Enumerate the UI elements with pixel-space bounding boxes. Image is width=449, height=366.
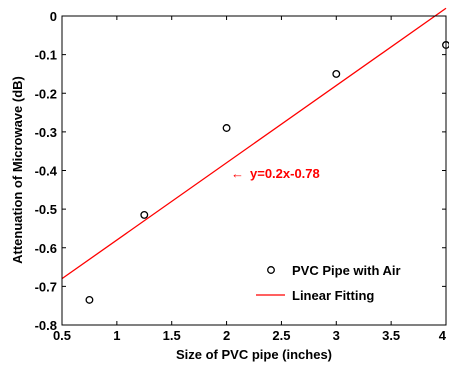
plot-area [62,16,446,325]
data-point [85,295,94,304]
data-point [222,124,231,132]
legend-label-fit: Linear Fitting [292,288,374,303]
fit-annotation: ← y=0.2x-0.78 [231,166,320,181]
annotation-arrow: ← [231,166,244,181]
x-tick-labels: 0.5 1 1.5 2 2.5 3 3.5 4 [53,328,447,343]
annotation-equation: y=0.2x-0.78 [250,166,320,181]
x-tick-label: 2.5 [272,328,290,343]
y-tick-label: -0.8 [35,318,57,333]
x-axis-title: Size of PVC pipe (inches) [176,347,332,362]
legend: PVC Pipe with Air Linear Fitting [256,263,401,303]
y-tick-label: 0 [50,9,57,24]
y-axis-title: Attenuation of Microwave (dB) [10,76,25,264]
x-tick-label: 1 [113,328,120,343]
y-tick-label: -0.1 [35,48,57,63]
y-tick-label: -0.5 [35,202,57,217]
x-tick-label: 4 [439,328,447,343]
y-tick-label: -0.7 [35,279,57,294]
points-layer [85,41,449,304]
x-tick-label: 1.5 [163,328,181,343]
y-tick-label: -0.2 [35,86,57,101]
linear-fit-line [61,7,447,280]
fit-line-layer [61,7,447,280]
y-tick-label: -0.6 [35,241,57,256]
x-tick-label: 3 [333,328,340,343]
y-tick-label: -0.4 [35,164,58,179]
plot-frame [61,15,447,326]
legend-marker-circle [267,266,275,274]
y-tick-labels: 0 -0.1 -0.2 -0.3 -0.4 -0.5 -0.6 -0.7 -0.8 [35,9,58,333]
x-tick-label: 2 [223,328,230,343]
data-point [332,69,341,78]
legend-label-air: PVC Pipe with Air [292,263,401,278]
y-tick-label: -0.3 [35,125,57,140]
data-point [140,210,149,219]
x-tick-label: 0.5 [53,328,71,343]
x-tick-label: 3.5 [382,328,400,343]
